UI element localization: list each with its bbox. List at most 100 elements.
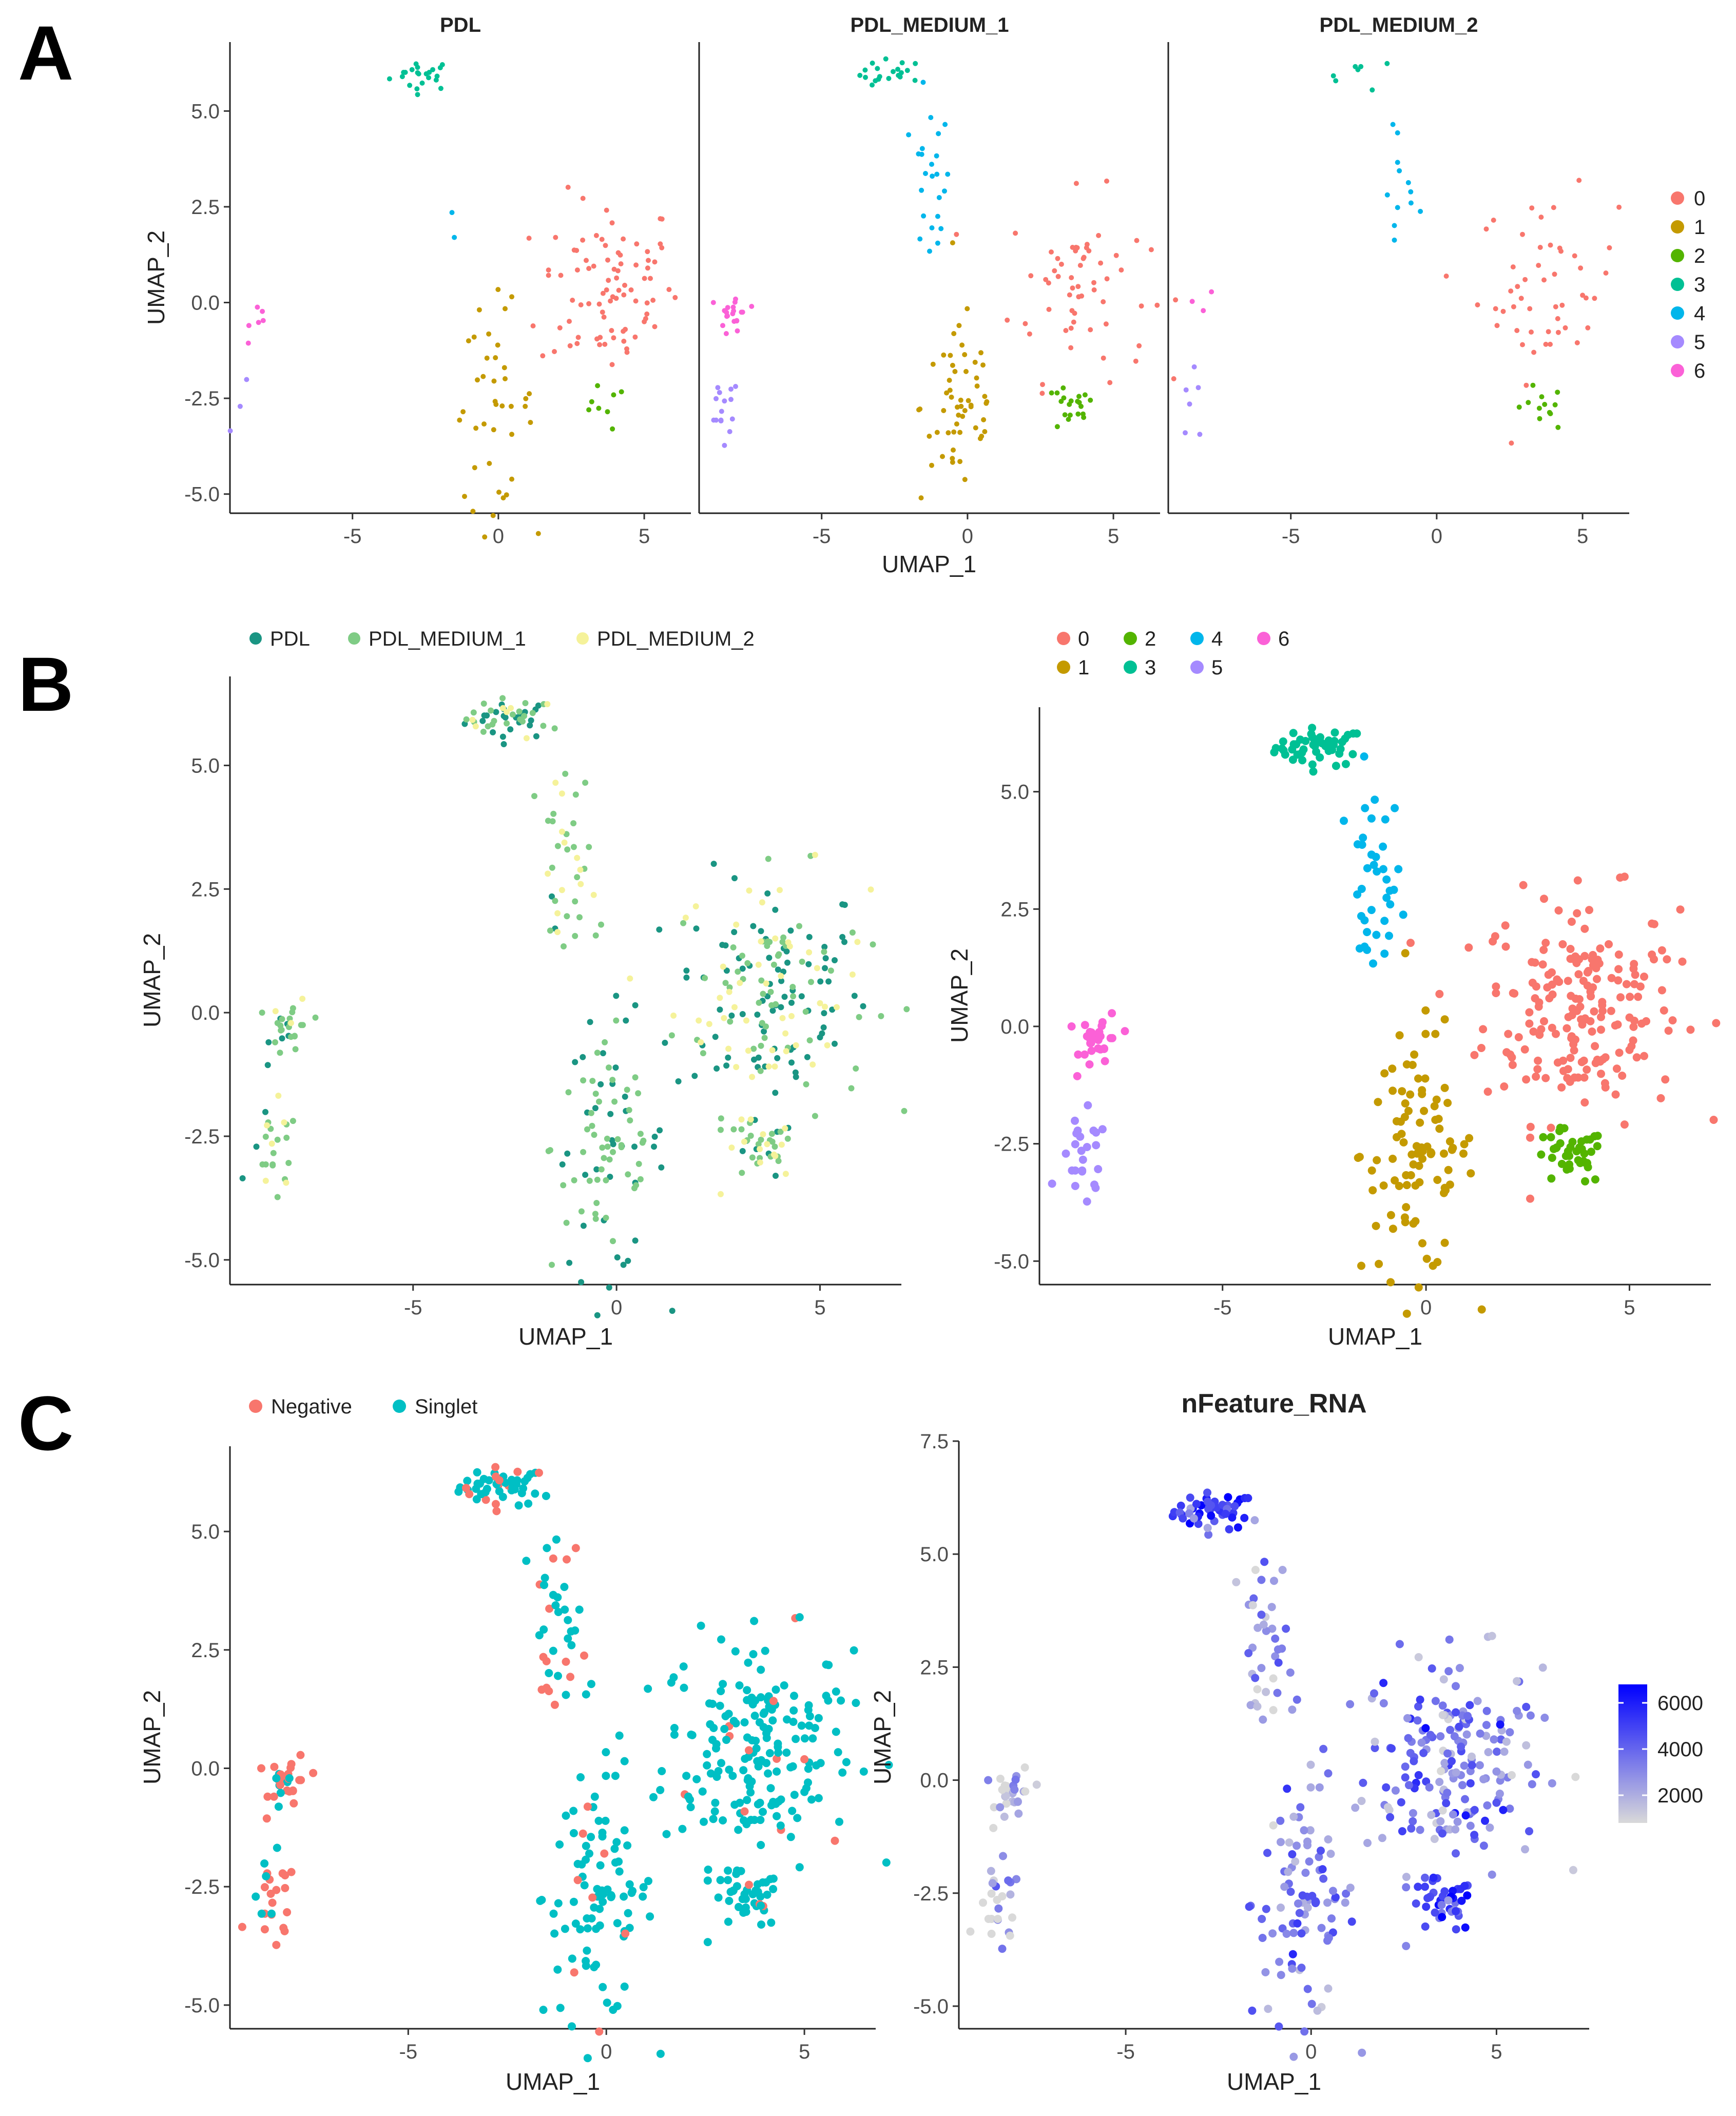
point-singlet: [564, 1616, 572, 1624]
point-sample: [769, 1007, 776, 1014]
point-singlet: [603, 1885, 612, 1894]
point-sample: [799, 958, 805, 965]
panel-label-b: B: [18, 641, 73, 727]
point-singlet: [603, 1998, 611, 2007]
point-sample: [759, 899, 765, 906]
point-cluster-1: [473, 425, 479, 431]
point-cluster-2: [1550, 1144, 1558, 1153]
point-cluster-0: [1579, 977, 1588, 985]
point-sample: [726, 984, 733, 991]
point-cluster-1: [1372, 1221, 1380, 1230]
point-sample: [764, 943, 770, 949]
point-sample: [565, 1089, 572, 1096]
point-cluster-1: [927, 434, 932, 439]
point-cluster-0: [1435, 989, 1444, 998]
point-cluster-3: [1293, 750, 1302, 759]
point-cluster-3: [870, 82, 875, 88]
point-nfeature: [1440, 1887, 1449, 1896]
point-cluster-4: [1363, 864, 1372, 872]
point-sample: [631, 1143, 638, 1150]
point-cluster-0: [558, 273, 564, 278]
point-cluster-4: [1379, 842, 1387, 851]
x-tick-label: 5: [799, 2041, 810, 2063]
point-singlet: [688, 1731, 697, 1739]
point-nfeature: [1466, 1821, 1475, 1830]
point-nfeature: [996, 1774, 1005, 1783]
point-cluster-5: [1084, 1101, 1092, 1110]
point-sample: [580, 1054, 586, 1060]
point-nfeature: [1421, 1882, 1429, 1891]
point-sample: [500, 741, 507, 747]
point-singlet: [783, 1715, 792, 1724]
point-cluster-0: [1618, 1072, 1627, 1080]
x-tick-label: 5: [1108, 525, 1119, 548]
point-sample: [589, 1078, 596, 1084]
point-nfeature: [1402, 1942, 1411, 1950]
point-sample: [764, 890, 771, 897]
point-nfeature: [1496, 1720, 1504, 1729]
point-cluster-0: [1526, 1133, 1534, 1142]
point-nfeature: [1439, 1675, 1448, 1684]
point-singlet: [550, 1929, 559, 1938]
point-cluster-1: [1441, 1186, 1450, 1195]
point-sample: [822, 1003, 828, 1010]
point-cluster-0: [650, 298, 656, 303]
point-nfeature: [1492, 1767, 1501, 1776]
y-tick-label: 2.5: [191, 196, 220, 219]
point-nfeature: [1260, 1558, 1269, 1566]
point-sample: [756, 999, 762, 1006]
point-cluster-2: [1555, 390, 1560, 395]
point-singlet: [712, 1773, 721, 1781]
point-cluster-0: [1101, 299, 1106, 304]
point-cluster-5: [1078, 1166, 1087, 1175]
point-nfeature: [1261, 1968, 1270, 1976]
point-nfeature: [1486, 1823, 1494, 1832]
point-cluster-0: [658, 216, 663, 222]
point-singlet: [620, 1757, 629, 1765]
point-cluster-6: [1087, 1039, 1095, 1047]
point-cluster-2: [1548, 1154, 1556, 1162]
point-nfeature: [1452, 1708, 1460, 1717]
point-cluster-4: [1367, 814, 1376, 823]
point-cluster-2: [611, 392, 616, 398]
point-nfeature: [1273, 1688, 1282, 1697]
point-sample: [691, 1073, 698, 1079]
point-nfeature: [1431, 1697, 1440, 1705]
point-cluster-1: [481, 421, 487, 427]
point-cluster-2: [1552, 402, 1558, 407]
point-cluster-2: [1581, 1177, 1589, 1186]
point-cluster-0: [628, 287, 634, 293]
point-nfeature: [1233, 1523, 1242, 1532]
point-nfeature: [1327, 1914, 1336, 1923]
point-sample: [746, 887, 753, 894]
point-cluster-1: [1418, 1154, 1426, 1163]
point-nfeature: [1429, 1873, 1438, 1882]
point-singlet: [624, 1909, 632, 1917]
point-negative: [257, 1764, 265, 1773]
point-cluster-3: [1281, 750, 1289, 759]
point-cluster-0: [1508, 1061, 1517, 1069]
point-singlet: [682, 1772, 691, 1780]
point-sample: [632, 1074, 639, 1081]
point-sample: [839, 901, 846, 908]
point-cluster-1: [972, 359, 978, 365]
point-cluster-0: [596, 301, 602, 307]
point-nfeature: [1363, 1839, 1372, 1847]
legend-key-sample: [348, 632, 360, 645]
point-nfeature: [1186, 1493, 1194, 1502]
point-cluster-3: [899, 60, 905, 66]
point-singlet: [757, 1901, 765, 1910]
point-singlet: [560, 1583, 569, 1591]
point-nfeature: [1248, 1601, 1257, 1609]
legend-key-cluster-0: [1671, 191, 1684, 205]
point-cluster-0: [1514, 1033, 1523, 1041]
point-nfeature: [1319, 1874, 1328, 1883]
point-sample: [589, 1122, 595, 1129]
point-cluster-5: [1068, 1166, 1076, 1175]
point-cluster-0: [1039, 391, 1045, 396]
point-nfeature: [1506, 1728, 1514, 1737]
point-nfeature: [1259, 1620, 1268, 1629]
point-singlet: [583, 1946, 591, 1955]
point-cluster-0: [1063, 328, 1069, 333]
point-cluster-5: [1048, 1179, 1056, 1188]
